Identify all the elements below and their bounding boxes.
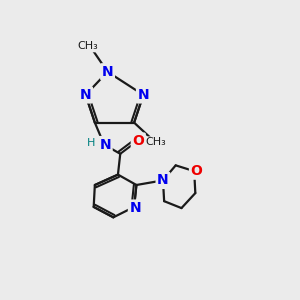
Text: N: N <box>102 65 113 79</box>
Text: CH₃: CH₃ <box>77 41 98 51</box>
Text: N: N <box>130 201 141 215</box>
Text: CH₃: CH₃ <box>146 137 166 147</box>
Text: N: N <box>99 138 111 152</box>
Text: H: H <box>87 138 96 148</box>
Text: O: O <box>132 134 144 148</box>
Text: O: O <box>190 164 202 178</box>
Text: N: N <box>137 88 149 102</box>
Text: N: N <box>157 173 169 188</box>
Text: N: N <box>80 88 92 102</box>
